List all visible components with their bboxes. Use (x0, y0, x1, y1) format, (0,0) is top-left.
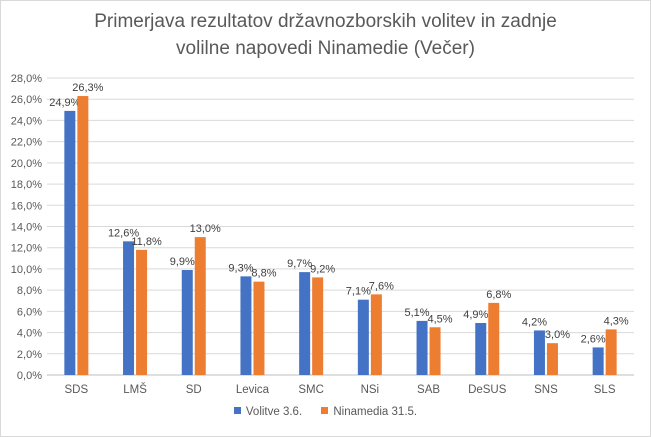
data-label: 2,6% (581, 333, 606, 345)
x-tick-label: SAB (417, 384, 440, 396)
data-label: 5,1% (405, 307, 430, 319)
data-label: 3,0% (545, 329, 570, 341)
data-label: 13,0% (190, 223, 221, 235)
y-tick-label: 0,0% (17, 370, 42, 382)
bar (546, 343, 558, 375)
legend: Volitve 3.6. Ninamedia 31.5. (0, 406, 651, 418)
x-tick-label: SMC (298, 384, 324, 396)
bar (370, 294, 382, 375)
data-label: 4,2% (522, 316, 547, 328)
x-tick-label: LMŠ (123, 383, 147, 396)
bar (181, 269, 193, 375)
bar (592, 347, 604, 375)
bar (357, 299, 369, 375)
bar (429, 327, 441, 375)
data-label: 9,9% (170, 256, 195, 268)
data-label: 4,5% (428, 313, 453, 325)
y-tick-label: 12,0% (11, 243, 42, 255)
y-tick-label: 4,0% (17, 328, 42, 340)
x-tick-label: DeSUS (468, 384, 507, 396)
bar (533, 330, 545, 375)
data-label: 8,8% (251, 268, 276, 280)
y-tick-label: 26,0% (11, 94, 42, 106)
bar (253, 281, 265, 375)
bar (240, 276, 252, 375)
legend-swatch-series-1 (233, 407, 241, 415)
bar (64, 110, 76, 375)
x-tick-label: SDS (65, 384, 89, 396)
legend-label-series-2: Ninamedia 31.5. (333, 406, 418, 418)
bar (416, 320, 428, 375)
y-tick-label: 22,0% (11, 137, 42, 149)
legend-item-series-1: Volitve 3.6. (233, 406, 303, 418)
bar (605, 329, 617, 375)
bar (194, 237, 206, 375)
x-tick-label: Levica (236, 384, 270, 396)
y-tick-label: 16,0% (11, 200, 42, 212)
data-label: 4,3% (604, 315, 629, 327)
x-tick-label: SNS (534, 384, 558, 396)
bar (488, 302, 500, 375)
data-label: 9,3% (228, 262, 253, 274)
data-label: 11,8% (131, 236, 162, 248)
chart-title-line-2: volilne napovedi Ninamedie (Večer) (176, 38, 475, 59)
y-tick-label: 18,0% (11, 179, 42, 191)
data-label: 4,9% (463, 309, 488, 321)
data-label: 7,6% (369, 280, 394, 292)
chart-title: Primerjava rezultatov državnozborskih vo… (0, 8, 651, 62)
bar (77, 96, 89, 376)
y-tick-label: 6,0% (17, 306, 42, 318)
bar (136, 249, 148, 375)
y-tick-label: 8,0% (17, 285, 42, 297)
data-label: 9,7% (287, 258, 312, 270)
y-tick-label: 20,0% (11, 158, 42, 170)
y-tick-label: 2,0% (17, 349, 42, 361)
data-label: 9,2% (310, 263, 335, 275)
data-label: 24,9% (49, 97, 80, 109)
bar (312, 277, 324, 375)
x-tick-label: NSi (361, 384, 380, 396)
chart-title-line-1: Primerjava rezultatov državnozborskih vo… (94, 11, 557, 32)
data-label: 6,8% (486, 289, 511, 301)
legend-label-series-1: Volitve 3.6. (245, 406, 303, 418)
data-label: 12,6% (108, 227, 139, 239)
bar (299, 272, 311, 375)
x-tick-label: SLS (594, 384, 616, 396)
y-tick-label: 28,0% (11, 73, 42, 85)
legend-swatch-series-2 (321, 407, 329, 415)
legend-item-series-2: Ninamedia 31.5. (321, 406, 417, 418)
y-tick-label: 10,0% (11, 264, 42, 276)
data-label: 7,1% (346, 286, 371, 298)
bar (475, 323, 487, 375)
y-tick-label: 14,0% (11, 222, 42, 234)
x-tick-label: SD (186, 384, 202, 396)
data-label: 26,3% (72, 82, 103, 94)
y-tick-label: 24,0% (11, 115, 42, 127)
bar (123, 241, 135, 375)
